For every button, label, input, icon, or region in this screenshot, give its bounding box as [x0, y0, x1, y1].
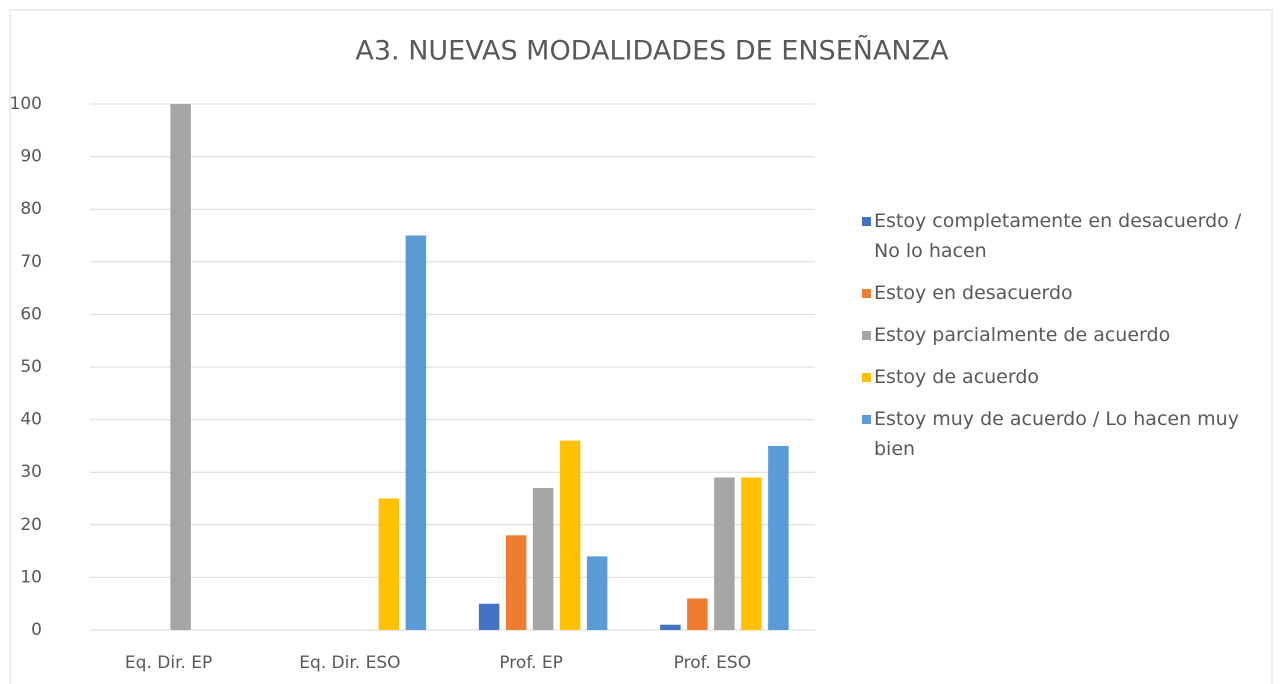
- x-tick-label: Prof. ESO: [674, 653, 751, 673]
- y-tick-label: 70: [20, 252, 42, 272]
- x-tick-label: Prof. EP: [499, 653, 563, 673]
- y-tick-label: 40: [20, 410, 42, 430]
- y-tick-label: 60: [20, 304, 42, 324]
- x-tick-label: Eq. Dir. EP: [125, 653, 212, 673]
- bar: [714, 477, 735, 630]
- bar: [586, 556, 608, 630]
- legend-label: Estoy de acuerdo: [874, 366, 1040, 388]
- y-tick-label: 100: [10, 94, 42, 114]
- legend-item: Estoy parcialmente de acuerdo: [862, 320, 1272, 350]
- legend: Estoy completamente en desacuerdo / No l…: [862, 206, 1272, 476]
- y-tick-label: 30: [20, 462, 42, 482]
- legend-item: Estoy de acuerdo: [862, 362, 1272, 392]
- legend-item: Estoy completamente en desacuerdo / No l…: [862, 206, 1272, 266]
- y-tick-label: 80: [20, 199, 42, 219]
- legend-swatch: [862, 331, 871, 340]
- chart-border: [9, 9, 1273, 684]
- bar: [505, 535, 527, 630]
- bar: [378, 498, 400, 630]
- bar: [405, 235, 427, 630]
- y-tick-label: 50: [20, 357, 42, 377]
- x-tick-label: Eq. Dir. ESO: [299, 653, 400, 673]
- legend-swatch: [862, 373, 871, 382]
- legend-swatch: [862, 415, 871, 424]
- legend-label: Estoy en desacuerdo: [874, 282, 1073, 304]
- y-tick-label: 90: [20, 147, 42, 167]
- legend-label: Estoy completamente en desacuerdo / No l…: [874, 210, 1242, 262]
- legend-label: Estoy muy de acuerdo / Lo hacen muy bien: [874, 408, 1239, 460]
- legend-label: Estoy parcialmente de acuerdo: [874, 324, 1171, 346]
- bar: [170, 104, 191, 630]
- legend-item: Estoy muy de acuerdo / Lo hacen muy bien: [862, 404, 1272, 464]
- legend-swatch: [862, 289, 871, 298]
- y-tick-label: 10: [20, 567, 42, 587]
- legend-item: Estoy en desacuerdo: [862, 278, 1272, 308]
- bar: [660, 624, 681, 630]
- legend-swatch: [862, 217, 871, 226]
- bar: [478, 603, 500, 630]
- bar: [532, 487, 554, 630]
- y-tick-label: 20: [20, 515, 42, 535]
- bar: [768, 445, 789, 630]
- bar: [741, 477, 762, 630]
- chart-title: A3. NUEVAS MODALIDADES DE ENSEÑANZA: [355, 35, 949, 67]
- bar: [687, 598, 708, 630]
- y-tick-label: 0: [31, 620, 42, 640]
- bar: [559, 440, 581, 630]
